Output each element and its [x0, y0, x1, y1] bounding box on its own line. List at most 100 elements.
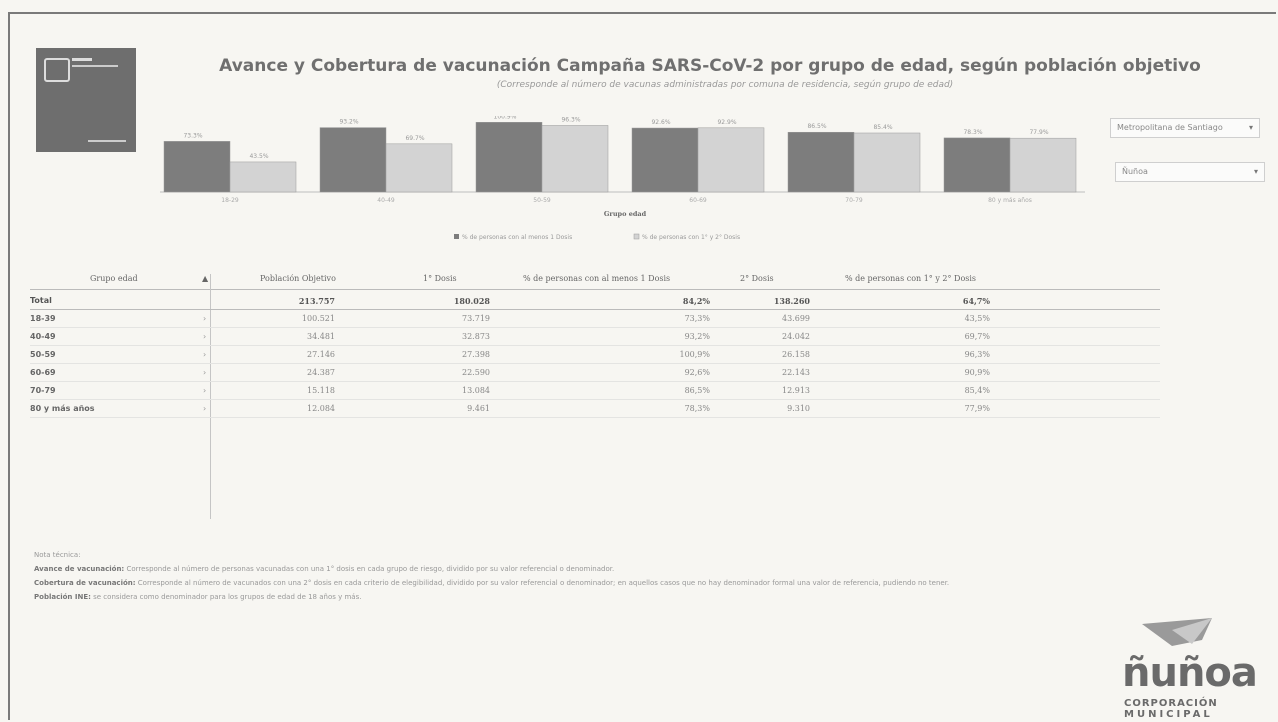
cell-pct2: 69,7% — [964, 332, 990, 341]
cell-d2: 9.310 — [787, 404, 810, 413]
expand-chevron-icon[interactable]: › — [203, 368, 207, 377]
ministry-logo — [36, 48, 136, 152]
x-axis-title: Grupo edad — [604, 210, 647, 218]
brand-line2: MUNICIPAL — [1124, 709, 1213, 720]
sort-asc-icon[interactable]: ▲ — [202, 274, 209, 283]
expand-chevron-icon[interactable]: › — [203, 332, 207, 341]
region-select-value: Metropolitana de Santiago — [1117, 123, 1223, 132]
col-header-poblacion[interactable]: Población Objetivo — [260, 274, 336, 283]
chevron-down-icon: ▾ — [1253, 167, 1258, 176]
col-header-dosis2[interactable]: 2° Dosis — [740, 274, 774, 283]
cell-pct2: 85,4% — [964, 386, 990, 395]
legend-swatch-dose1 — [454, 234, 459, 239]
cell-d1: 27.398 — [462, 350, 490, 359]
cell-pop: 100.521 — [301, 314, 335, 323]
cell-d1: 73.719 — [462, 314, 490, 323]
data-label: 86.5% — [807, 123, 826, 130]
notes-heading: Nota técnica: — [34, 551, 81, 559]
cell-group: 40-49 — [30, 332, 56, 341]
cell-pct1: 78,3% — [684, 404, 710, 413]
col-header-dosis1[interactable]: 1° Dosis — [423, 274, 457, 283]
cell-pct1: 93,2% — [684, 332, 710, 341]
table-row[interactable]: 50-59 27.146 27.398 100,9% 26.158 96,3% › — [30, 346, 1160, 364]
page-title: Avance y Cobertura de vacunación Campaña… — [219, 56, 1201, 76]
bar-dose1 — [475, 122, 543, 193]
cell-d1: 32.873 — [462, 332, 490, 341]
comuna-select[interactable]: Ñuñoa ▾ — [1115, 162, 1265, 182]
cell-group: 50-59 — [30, 350, 56, 359]
data-label: 92.6% — [651, 119, 670, 126]
brand-line1: CORPORACIÓN — [1124, 698, 1218, 709]
expand-chevron-icon[interactable]: › — [203, 386, 207, 395]
table-row[interactable]: 60-69 24.387 22.590 92,6% 22.143 90,9% › — [30, 364, 1160, 382]
data-label: 93.2% — [339, 119, 358, 126]
cell-d1: 13.084 — [462, 386, 490, 395]
data-label: 100.9% — [494, 116, 517, 120]
coverage-bar-chart: 73.3% 43.5% 18-29 93.2% 69.7% 40-49 100.9% 96.3… — [160, 116, 1085, 241]
cell-d2: 12.913 — [782, 386, 810, 395]
table-row[interactable]: 70-79 15.118 13.084 86,5% 12.913 85,4% › — [30, 382, 1160, 400]
col-header-pct2[interactable]: % de personas con 1° y 2° Dosis — [845, 274, 977, 283]
cell-pct2: 43,5% — [964, 314, 990, 323]
cell-pct1: 86,5% — [684, 386, 710, 395]
cell-group: 80 y más años — [30, 404, 95, 413]
col-header-grupo-edad[interactable]: Grupo edad — [90, 274, 138, 283]
table-row[interactable]: 18-39 100.521 73.719 73,3% 43.699 43,5% › — [30, 310, 1160, 328]
table-row-total[interactable]: Total 213.757 180.028 84,2% 138.260 64,7% — [30, 292, 1160, 310]
expand-chevron-icon[interactable]: › — [203, 314, 207, 323]
cell-pct2: 90,9% — [964, 368, 990, 377]
expand-chevron-icon[interactable]: › — [203, 350, 207, 359]
cell-pop: 12.084 — [307, 404, 335, 413]
cell-group: 70-79 — [30, 386, 56, 395]
data-label: 78.3% — [963, 129, 982, 136]
table-row[interactable]: 80 y más años 12.084 9.461 78,3% 9.310 77,9% › — [30, 400, 1160, 418]
note-line: Cobertura de vacunación: Corresponde al … — [34, 579, 950, 587]
x-tick-label: 80 y más años — [988, 197, 1032, 204]
legend-label-dose1: % de personas con al menos 1 Dosis — [462, 234, 572, 241]
cell-d1: 9.461 — [467, 404, 490, 413]
table-row[interactable]: 40-49 34.481 32.873 93,2% 24.042 69,7% › — [30, 328, 1160, 346]
bar-dose1 — [943, 137, 1011, 193]
cell-d2: 43.699 — [782, 314, 810, 323]
bar-dose1 — [631, 127, 699, 193]
page-frame — [8, 12, 1276, 720]
cell-group: Total — [30, 296, 52, 305]
note-line: Avance de vacunación: Corresponde al núm… — [34, 565, 615, 573]
legend-label-dose2: % de personas con 1° y 2° Dosis — [642, 234, 740, 241]
chevron-down-icon: ▾ — [1248, 123, 1253, 132]
page-subtitle: (Corresponde al número de vacunas admini… — [496, 80, 954, 90]
data-label: 96.3% — [561, 116, 580, 123]
data-label: 77.9% — [1029, 129, 1048, 136]
cell-pct2: 96,3% — [964, 350, 990, 359]
cell-pct1: 73,3% — [684, 314, 710, 323]
bar-dose1 — [787, 131, 855, 193]
x-tick-label: 18-29 — [221, 197, 239, 204]
coat-of-arms-icon — [44, 58, 70, 82]
cell-group: 60-69 — [30, 368, 56, 377]
cell-pct2: 77,9% — [964, 404, 990, 413]
col-header-pct1[interactable]: % de personas con al menos 1 Dosis — [523, 274, 671, 283]
cell-d1: 22.590 — [462, 368, 490, 377]
legend-swatch-dose2 — [633, 233, 640, 240]
bar-dose2 — [541, 125, 609, 193]
bar-dose2 — [853, 132, 921, 193]
bar-dose2 — [229, 161, 297, 193]
region-select[interactable]: Metropolitana de Santiago ▾ — [1110, 118, 1260, 138]
x-tick-label: 70-79 — [845, 197, 863, 204]
bar-dose2 — [385, 143, 453, 193]
data-label: 92.9% — [717, 119, 736, 126]
cell-pct1: 100,9% — [679, 350, 710, 359]
cell-pct1: 84,2% — [682, 296, 710, 306]
cell-pop: 34.481 — [307, 332, 335, 341]
expand-chevron-icon[interactable]: › — [203, 404, 207, 413]
note-line: Población INE: se considera como denomin… — [34, 593, 362, 601]
technical-notes: Nota técnica: Avance de vacunación: Corr… — [34, 548, 1184, 604]
data-label: 73.3% — [183, 132, 202, 139]
bar-dose2 — [697, 127, 765, 193]
x-tick-label: 40-49 — [377, 197, 395, 204]
cell-pct2: 64,7% — [962, 296, 990, 306]
x-tick-label: 60-69 — [689, 197, 707, 204]
cell-d2: 22.143 — [782, 368, 810, 377]
data-label: 85.4% — [873, 124, 892, 131]
cell-d1: 180.028 — [453, 296, 490, 306]
